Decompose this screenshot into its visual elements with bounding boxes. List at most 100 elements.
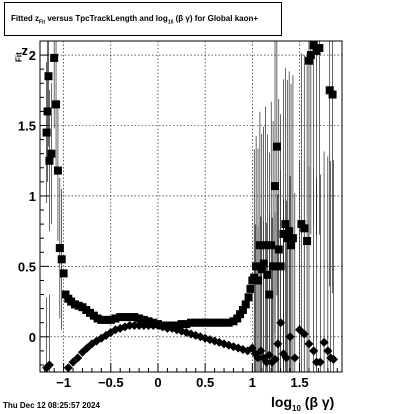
data-point-square xyxy=(255,241,264,250)
x-tick-label: −1 xyxy=(56,375,71,390)
data-point-square xyxy=(306,51,315,60)
timestamp: Thu Dec 12 08:25:57 2024 xyxy=(3,401,100,410)
data-point-square xyxy=(220,318,229,327)
y-tick-label: 0 xyxy=(29,330,36,345)
x-tick-label: −0.5 xyxy=(98,375,124,390)
data-point-square xyxy=(182,320,191,329)
data-point-diamond xyxy=(129,321,139,331)
data-point-square xyxy=(139,315,148,324)
data-point-square xyxy=(265,290,274,299)
data-point-diamond xyxy=(144,321,154,331)
tick-layer: −1 −0.5 0 0.5 1 1.5 0 0.5 1 1.5 2 xyxy=(18,48,338,390)
data-point-square xyxy=(43,107,52,116)
data-point-diamond xyxy=(139,321,149,331)
data-point-square xyxy=(53,166,62,175)
data-point-diamond xyxy=(262,357,271,367)
data-point-square xyxy=(201,318,210,327)
data-point-diamond xyxy=(162,323,172,333)
data-point-square xyxy=(276,262,285,271)
data-point-diamond xyxy=(319,337,329,347)
data-point-diamond xyxy=(290,353,300,363)
x-tick-label: 1 xyxy=(249,375,256,390)
data-point-square xyxy=(300,224,309,233)
data-point-diamond xyxy=(281,353,291,363)
data-point-square xyxy=(215,318,224,327)
data-point-square xyxy=(263,270,272,279)
data-point-square xyxy=(328,90,337,99)
data-point-square xyxy=(205,318,214,327)
x-tick-label: 0 xyxy=(154,375,161,390)
data-point-diamond xyxy=(253,353,263,363)
y-tick-label: 0.5 xyxy=(18,259,36,274)
data-point-square xyxy=(267,241,276,250)
data-point-diamond xyxy=(276,318,286,328)
marker-layer xyxy=(42,41,339,373)
data-point-square xyxy=(281,220,290,229)
data-point-square xyxy=(269,262,278,271)
data-point-square xyxy=(111,314,120,323)
x-tick-label: 1.5 xyxy=(290,375,308,390)
data-point-square xyxy=(125,313,134,322)
data-point-square xyxy=(236,310,245,319)
title-box: Fitted zFit versus TpcTrackLength and lo… xyxy=(4,2,282,36)
data-point-square xyxy=(55,244,64,253)
data-point-diamond xyxy=(270,354,280,364)
y-tick-label: 1.5 xyxy=(18,119,36,134)
data-point-diamond xyxy=(329,354,339,364)
data-point-square xyxy=(61,290,70,299)
data-point-square xyxy=(44,72,53,81)
x-axis-label: log10 (β γ) xyxy=(271,394,335,413)
data-point-square xyxy=(57,255,66,264)
data-point-square xyxy=(42,128,51,137)
data-point-diamond xyxy=(256,346,266,356)
data-point-square xyxy=(45,156,54,165)
data-point-square xyxy=(244,293,253,302)
data-point-square xyxy=(210,318,219,327)
data-point-square xyxy=(233,314,242,323)
x-tick-label: 0.5 xyxy=(196,375,214,390)
plot-frame xyxy=(39,40,343,373)
data-point-square xyxy=(47,149,56,158)
data-point-square xyxy=(315,44,324,53)
data-point-diamond xyxy=(299,329,309,339)
data-point-square xyxy=(304,56,313,65)
data-point-square xyxy=(191,318,200,327)
y-axis-label: z Fit xyxy=(14,45,28,62)
data-point-square xyxy=(261,241,270,250)
data-point-diamond xyxy=(134,321,144,331)
data-point-square xyxy=(106,315,115,324)
y-tick-label: 1 xyxy=(29,189,36,204)
data-point-diamond xyxy=(304,339,314,349)
data-point-square xyxy=(135,314,144,323)
data-point-square xyxy=(274,245,283,254)
data-point-square xyxy=(287,241,296,250)
data-point-square xyxy=(288,234,297,243)
data-point-diamond xyxy=(73,353,83,363)
data-point-square xyxy=(309,41,318,50)
data-point-square xyxy=(224,318,233,327)
data-point-square xyxy=(187,318,195,327)
chart-title: Fitted zFit versus TpcTrackLength and lo… xyxy=(11,14,259,26)
data-point-square xyxy=(285,227,294,236)
data-point-diamond xyxy=(273,339,283,349)
data-point-square xyxy=(102,315,111,324)
data-point-square xyxy=(116,313,125,322)
data-point-square xyxy=(257,265,266,274)
data-point-square xyxy=(270,182,279,191)
data-point-square xyxy=(303,237,312,246)
data-point-diamond xyxy=(323,346,333,356)
data-point-diamond xyxy=(148,321,158,331)
data-point-square xyxy=(325,86,334,95)
data-point-square xyxy=(97,315,106,324)
data-point-square xyxy=(279,229,288,238)
data-point-square xyxy=(259,259,268,268)
data-point-square xyxy=(196,318,205,327)
data-point-square xyxy=(283,234,292,243)
data-point-diamond xyxy=(309,346,319,356)
data-point-diamond xyxy=(125,321,135,331)
data-point-square xyxy=(50,53,59,62)
data-point-diamond xyxy=(315,357,325,367)
data-point-square xyxy=(241,300,250,309)
data-point-square xyxy=(272,142,281,151)
